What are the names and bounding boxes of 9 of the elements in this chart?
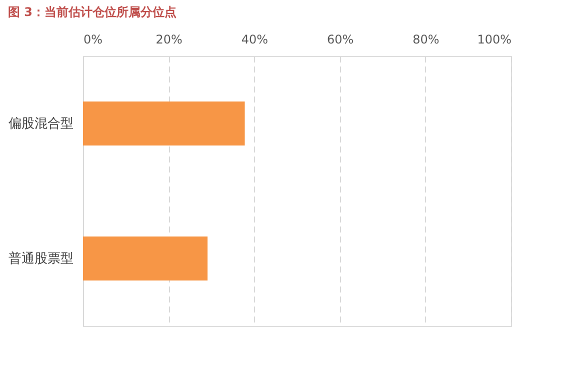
y-tick-label: 偏股混合型 (8, 116, 74, 132)
x-tick-label: 20% (156, 32, 182, 46)
chart-title: 图 3：当前估计仓位所属分位点 (8, 5, 177, 19)
x-tick-label: 0% (84, 32, 103, 46)
x-tick-label: 40% (241, 32, 268, 46)
x-tick-label: 80% (412, 32, 440, 46)
x-tick-label: 60% (326, 32, 354, 46)
x-tick-label: 100% (477, 32, 512, 46)
y-tick-label: 普通股票型 (8, 250, 74, 266)
